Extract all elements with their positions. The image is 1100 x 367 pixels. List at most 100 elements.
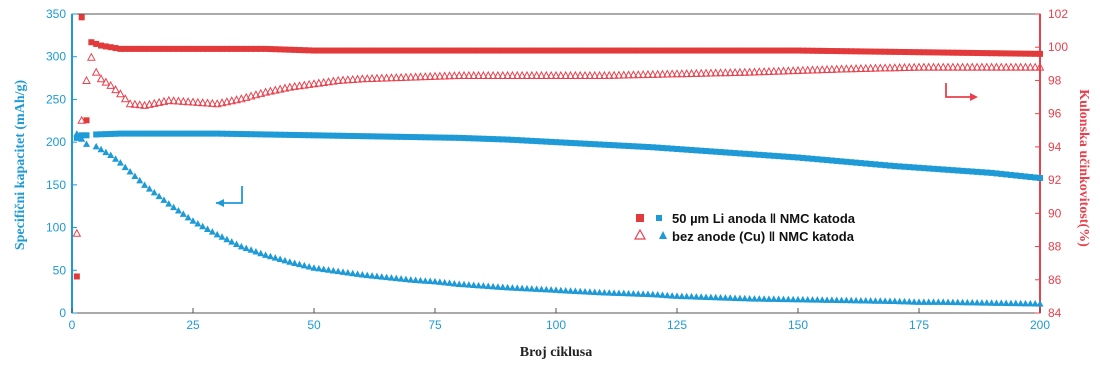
- data-point: [367, 73, 377, 82]
- data-point: [910, 298, 918, 305]
- data-point: [151, 130, 158, 137]
- data-point: [185, 45, 192, 52]
- data-point: [944, 298, 952, 305]
- data-point: [692, 68, 701, 77]
- data-point: [135, 100, 145, 109]
- data-point: [794, 295, 802, 303]
- data-point: [435, 71, 445, 80]
- data-point: [315, 47, 322, 54]
- data-point: [740, 67, 750, 76]
- data-point: [343, 75, 353, 84]
- data-point: [311, 132, 317, 139]
- data-point: [246, 91, 256, 100]
- data-point: [238, 131, 245, 138]
- data-point: [949, 298, 957, 306]
- data-point: [730, 67, 740, 76]
- data-point: [824, 47, 831, 54]
- data-point: [252, 131, 259, 138]
- data-point: [377, 73, 387, 82]
- data-point: [761, 152, 768, 159]
- data-point: [687, 68, 696, 77]
- data-point: [790, 47, 797, 54]
- data-point: [717, 47, 724, 54]
- data-point: [87, 52, 96, 61]
- data-point: [624, 70, 633, 79]
- data-point: [266, 252, 274, 260]
- data-point: [204, 130, 211, 137]
- data-point: [853, 159, 860, 166]
- data-point: [451, 134, 458, 141]
- data-point: [553, 139, 559, 146]
- data-point: [945, 49, 952, 56]
- data-point: [233, 240, 241, 247]
- data-point: [208, 228, 216, 235]
- data-point: [1032, 174, 1039, 181]
- data-point: [267, 46, 274, 53]
- data-point: [204, 225, 212, 232]
- data-point: [644, 47, 651, 54]
- data-point: [393, 133, 400, 140]
- data-point: [654, 144, 661, 151]
- y-left-tick-label: 350: [46, 7, 66, 21]
- data-point: [490, 47, 497, 54]
- data-point: [454, 70, 464, 79]
- data-point: [1017, 299, 1025, 307]
- data-point: [330, 47, 337, 54]
- data-point: [706, 68, 716, 77]
- data-point: [629, 70, 638, 79]
- data-point: [344, 132, 351, 139]
- data-point: [838, 48, 845, 55]
- data-point: [571, 287, 579, 294]
- data-point: [915, 298, 923, 305]
- data-point: [174, 206, 182, 214]
- data-point: [431, 277, 439, 285]
- y-left-tick-label: 200: [46, 135, 66, 149]
- data-point: [412, 276, 420, 284]
- data-point: [954, 49, 961, 56]
- data-point: [761, 47, 768, 54]
- data-point: [445, 71, 454, 80]
- data-point: [519, 137, 526, 144]
- data-point: [504, 136, 511, 143]
- data-point: [790, 154, 797, 161]
- data-point: [160, 130, 167, 137]
- data-point: [784, 295, 792, 303]
- data-point: [1027, 173, 1034, 180]
- data-point: [722, 149, 729, 156]
- data-point: [916, 164, 922, 171]
- data-point: [96, 74, 106, 83]
- data-point: [126, 168, 134, 175]
- y-right-tick-label: 102: [1048, 7, 1068, 21]
- data-point: [499, 47, 506, 54]
- data-point: [814, 156, 821, 163]
- data-point: [237, 94, 246, 103]
- series-3: [73, 14, 1043, 280]
- data-point: [349, 132, 356, 139]
- data-point: [465, 135, 472, 142]
- data-point: [557, 47, 564, 54]
- data-point: [678, 292, 686, 300]
- data-point: [364, 133, 371, 140]
- data-point: [601, 47, 608, 54]
- data-point: [644, 144, 651, 151]
- data-point: [427, 47, 434, 54]
- data-point: [862, 48, 869, 55]
- data-point: [368, 272, 376, 279]
- data-point: [1001, 62, 1011, 71]
- x-tick-label: 75: [428, 318, 442, 332]
- y-right-axis-title: Kulonska učinkovitost(%): [1076, 89, 1091, 247]
- data-point: [430, 71, 440, 80]
- data-point: [780, 47, 787, 54]
- data-point: [813, 296, 821, 303]
- data-point: [232, 95, 241, 104]
- data-point: [780, 153, 787, 160]
- data-point: [953, 62, 963, 71]
- data-point: [818, 296, 826, 303]
- data-point: [625, 142, 632, 149]
- data-point: [741, 150, 748, 157]
- data-point: [223, 130, 230, 137]
- data-point: [277, 131, 284, 138]
- data-point: [1036, 300, 1044, 307]
- data-point: [301, 132, 308, 139]
